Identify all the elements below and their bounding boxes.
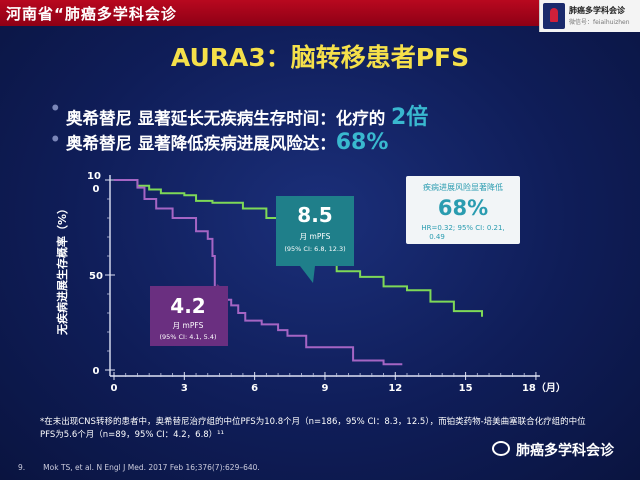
- x-tick-label: 0: [111, 383, 118, 394]
- hr-box-detail: 0.49: [429, 233, 445, 241]
- slide-title: AURA3：脑转移患者PFS: [170, 43, 470, 72]
- bullet-dot-icon: •: [50, 130, 61, 149]
- x-tick-label: 6: [251, 383, 258, 394]
- watermark: 肺癌多学科会诊: [492, 440, 614, 460]
- bullet-2: • 奥希替尼 显著降低疾病进展风险达：68%: [50, 130, 389, 155]
- mpfs-value-osimertinib: 8.5: [297, 203, 332, 227]
- mpfs-ci-chemo: (95% CI: 4.1, 5.4): [159, 333, 216, 341]
- bullet-2-text: 奥希替尼 显著降低疾病进展风险达：: [66, 134, 336, 153]
- watermark-text: 肺癌多学科会诊: [516, 443, 614, 459]
- bullet-1-highlight: 2倍: [391, 105, 429, 130]
- logo-name: 肺癌多学科会诊: [569, 6, 625, 15]
- mpfs-label-chemo: 月 mPFS: [173, 321, 204, 330]
- x-tick-label: 9: [321, 383, 328, 394]
- y-tick-label: 0: [93, 366, 100, 377]
- logo-sub: 微信号：feiaihuizhen: [569, 19, 630, 26]
- mpfs-ci-osimertinib: (95% CI: 6.8, 12.3): [284, 245, 345, 253]
- seal-icon: [543, 3, 565, 29]
- y-tick-label: 10: [87, 171, 101, 182]
- mpfs-callout-chemo: [150, 286, 228, 346]
- mpfs-value-chemo: 4.2: [170, 294, 205, 318]
- x-unit-label: 18（月）: [522, 381, 566, 394]
- x-tick-label: 3: [181, 383, 188, 394]
- reference-text: Mok TS, et al. N Engl J Med. 2017 Feb 16…: [43, 463, 260, 472]
- logo: 肺癌多学科会诊 微信号：feiaihuizhen: [539, 0, 640, 32]
- bullet-1: • 奥希替尼 显著延长无疾病生存时间：化疗的 2倍: [50, 99, 429, 131]
- wechat-icon: [492, 441, 510, 456]
- bullet-1-text: 奥希替尼 显著延长无疾病生存时间：化疗的: [66, 109, 391, 128]
- x-tick-label: 15: [459, 383, 473, 394]
- hr-box: [406, 176, 520, 244]
- y-tick-label: 50: [89, 271, 103, 282]
- page-number: 9.: [18, 463, 26, 472]
- hr-box-detail: HR=0.32; 95% CI: 0.21,: [421, 224, 504, 232]
- bullet-2-highlight: 68%: [335, 130, 389, 155]
- footnote: *在未出现CNS转移的患者中，奥希替尼治疗组的中位PFS为10.8个月（n=18…: [40, 417, 586, 440]
- header-title: 河南省“肺癌多学科会诊: [6, 5, 177, 23]
- reference: 9. Mok TS, et al. N Engl J Med. 2017 Feb …: [18, 463, 260, 472]
- callout-pointer: [300, 266, 315, 283]
- bullet-dot-icon: •: [50, 99, 61, 118]
- mpfs-label-osimertinib: 月 mPFS: [300, 232, 331, 241]
- hr-box-title: 疾病进展风险显著降低: [423, 182, 503, 192]
- hr-box-value: 68%: [438, 196, 488, 220]
- callout-pointer: [215, 284, 228, 292]
- x-tick-label: 12: [388, 383, 402, 394]
- header-bar: 河南省“肺癌多学科会诊: [0, 0, 640, 26]
- mpfs-callout-osimertinib: [276, 196, 354, 266]
- y-tick-label: 0: [93, 184, 100, 195]
